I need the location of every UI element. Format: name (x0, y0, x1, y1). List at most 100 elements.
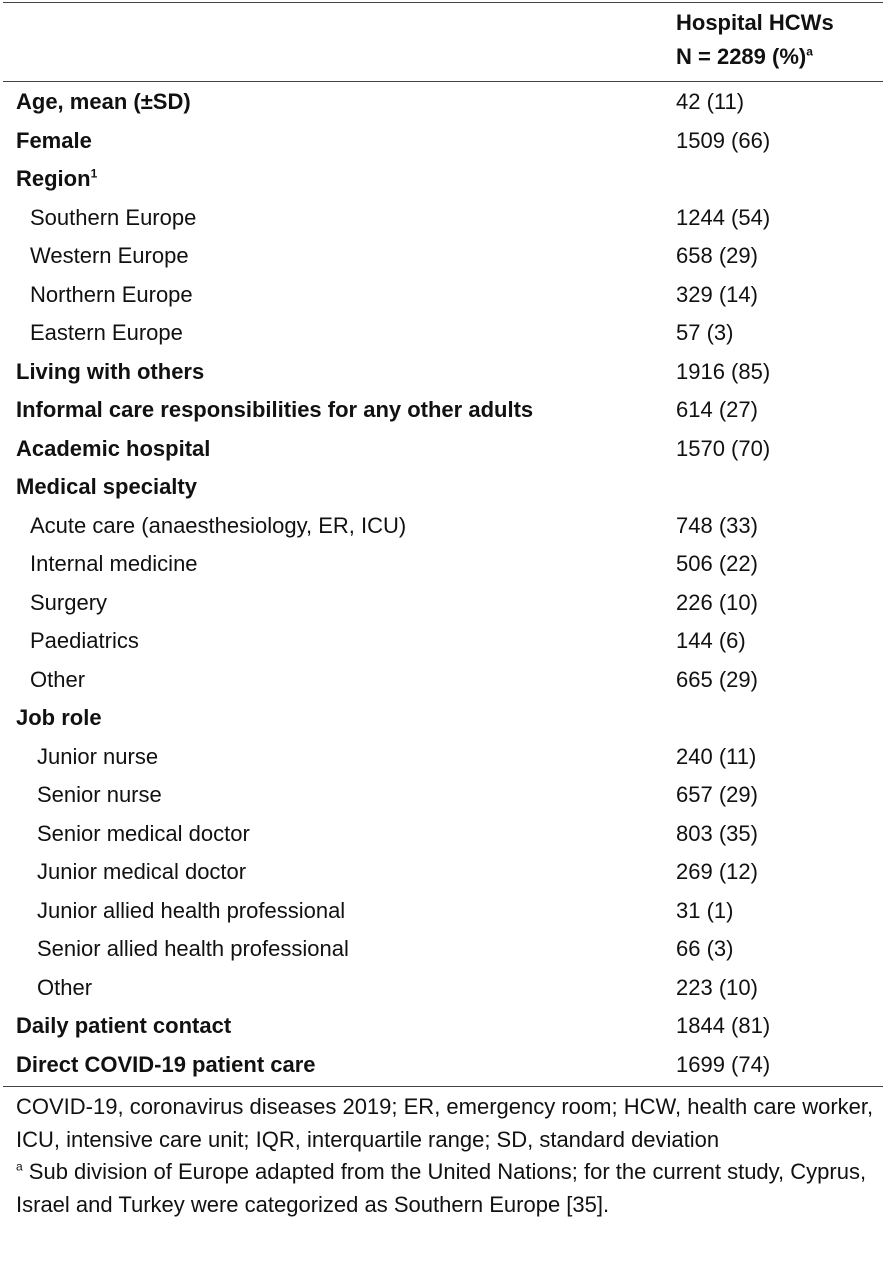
row-value: 1699 (74) (676, 1051, 771, 1077)
table-row: Paediatrics 144 (6) (0, 622, 889, 661)
row-label-text: Medical specialty (16, 474, 197, 499)
row-label-text: Junior nurse (37, 743, 159, 769)
row-value: 144 (6) (676, 628, 746, 653)
row-label-text: Junior allied health professional (37, 897, 346, 923)
table-row: Medical specialty (0, 468, 889, 507)
row-label-text: Age, mean (±SD) (16, 89, 191, 114)
row-label-text: Job role (16, 705, 102, 730)
table-row: Surgery 226 (10) (0, 584, 889, 623)
table-row: Southern Europe 1244 (54) (0, 199, 889, 238)
row-value: 665 (29) (676, 666, 758, 692)
row-label-text: Northern Europe (30, 281, 193, 307)
row-label: Internal medicine (30, 545, 198, 584)
row-label: Senior nurse (37, 776, 162, 815)
row-label-text: Academic hospital (16, 435, 211, 461)
table-row: Informal care responsibilities for any o… (0, 391, 889, 430)
table-row: Other 665 (29) (0, 661, 889, 700)
row-label-text: Southern Europe (30, 204, 197, 230)
row-label: Eastern Europe (30, 314, 183, 353)
row-label-footnote-marker: 1 (90, 166, 98, 181)
row-label: Female (16, 122, 92, 161)
row-label-text: Informal care responsibilities for any o… (16, 397, 534, 422)
row-label-text: Other (30, 666, 86, 692)
table-row: Junior allied health professional 31 (1) (0, 892, 889, 931)
row-value: 240 (11) (676, 743, 757, 769)
row-label: Other (30, 661, 85, 700)
row-value: 31 (1) (676, 897, 734, 923)
row-label: Western Europe (30, 237, 189, 276)
table-row: Western Europe 658 (29) (0, 237, 889, 276)
footnote-abbreviations: COVID-19, coronavirus diseases 2019; ER,… (16, 1094, 874, 1152)
footnote-a-text: Sub division of Europe adapted from the … (16, 1159, 867, 1217)
table-bottom-rule (3, 1086, 883, 1087)
table-row: Living with others 1916 (85) (0, 353, 889, 392)
row-label: Paediatrics (30, 622, 139, 661)
table-top-rule (3, 2, 883, 3)
row-label: Age, mean (±SD) (16, 83, 191, 122)
row-value: 614 (27) (676, 397, 758, 422)
row-label: Junior nurse (37, 738, 158, 777)
table-row: Daily patient contact 1844 (81) (0, 1007, 889, 1046)
row-label: Senior medical doctor (37, 815, 250, 854)
table-row: Job role (0, 699, 889, 738)
row-label-text: Western Europe (30, 243, 189, 268)
footnote-a-marker: a (16, 1159, 23, 1174)
row-value: 1244 (54) (676, 204, 771, 230)
column-header-footnote-marker: a (806, 44, 813, 59)
row-value: 803 (35) (676, 820, 758, 846)
row-label-text: Other (37, 974, 93, 1000)
table-row: Direct COVID-19 patient care 1699 (74) (0, 1046, 889, 1085)
row-value: 658 (29) (676, 243, 758, 268)
row-label-text: Direct COVID-19 patient care (16, 1051, 316, 1077)
row-label-text: Surgery (30, 589, 108, 615)
row-label: Academic hospital (16, 430, 210, 469)
row-label: Job role (16, 699, 102, 738)
table-row: Region1 (0, 160, 889, 199)
row-label-text: Living with others (16, 358, 205, 384)
row-label: Northern Europe (30, 276, 193, 315)
row-label: Junior medical doctor (37, 853, 246, 892)
column-header-count: N = 2289 (%)a (676, 40, 834, 74)
row-label-text: Junior medical doctor (37, 859, 247, 884)
table-row: Age, mean (±SD) 42 (11) (0, 83, 889, 122)
row-label: Region1 (16, 160, 97, 199)
row-value: 748 (33) (676, 512, 758, 538)
column-header-count-text: N = 2289 (%) (676, 44, 807, 69)
table-row: Eastern Europe 57 (3) (0, 314, 889, 353)
row-label: Medical specialty (16, 468, 197, 507)
row-label: Informal care responsibilities for any o… (16, 391, 533, 430)
row-value: 57 (3) (676, 320, 734, 345)
table-row: Junior medical doctor 269 (12) (0, 853, 889, 892)
row-label: Living with others (16, 353, 204, 392)
row-value: 1570 (70) (676, 435, 771, 461)
row-value: 42 (11) (676, 89, 745, 114)
row-label-text: Internal medicine (30, 551, 198, 576)
row-label-text: Senior allied health professional (37, 936, 349, 961)
table-row: Other 223 (10) (0, 969, 889, 1008)
column-header: Hospital HCWs N = 2289 (%)a (676, 6, 834, 74)
table-row: Internal medicine 506 (22) (0, 545, 889, 584)
row-value: 269 (12) (676, 859, 758, 884)
table-footnotes: COVID-19, coronavirus diseases 2019; ER,… (16, 1091, 876, 1221)
row-label: Acute care (anaesthesiology, ER, ICU) (30, 507, 406, 546)
row-label: Daily patient contact (16, 1007, 231, 1046)
row-value: 657 (29) (676, 782, 758, 807)
row-label-text: Senior nurse (37, 782, 162, 807)
row-label: Other (37, 969, 92, 1008)
row-label: Surgery (30, 584, 107, 623)
row-label-text: Female (16, 127, 92, 153)
row-value: 1509 (66) (676, 127, 771, 153)
column-header-title: Hospital HCWs (676, 10, 834, 35)
row-label: Junior allied health professional (37, 892, 345, 931)
table-row: Senior allied health professional 66 (3) (0, 930, 889, 969)
row-label-text: Paediatrics (30, 628, 139, 653)
table-row: Junior nurse 240 (11) (0, 738, 889, 777)
row-label-text: Daily patient contact (16, 1013, 232, 1038)
row-value: 506 (22) (676, 551, 758, 576)
row-value: 223 (10) (676, 974, 758, 1000)
table-body: Age, mean (±SD) 42 (11) Female 1509 (66) Reg… (0, 83, 889, 1084)
row-label: Southern Europe (30, 199, 196, 238)
row-value: 66 (3) (676, 936, 734, 961)
table-row: Northern Europe 329 (14) (0, 276, 889, 315)
